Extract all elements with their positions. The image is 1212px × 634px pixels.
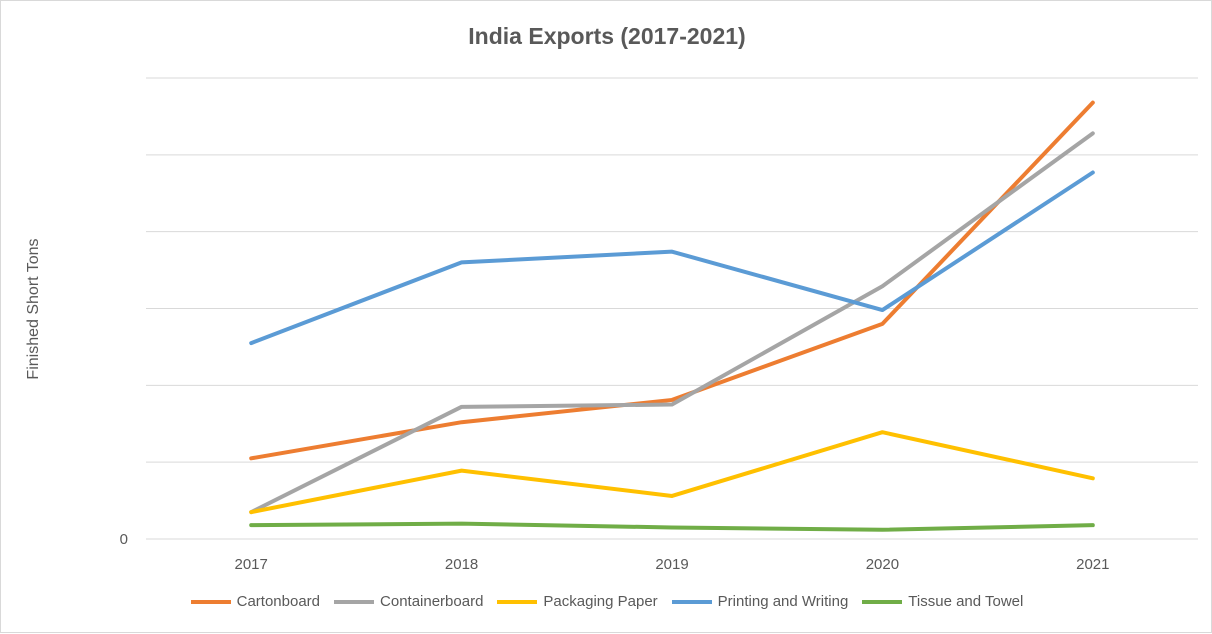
x-tick-label: 2020: [866, 556, 899, 573]
legend-swatch: [862, 599, 903, 604]
series-line-tissue-and-towel: [249, 521, 1095, 532]
legend: Cartonboard Containerboard Packaging Paper…: [1, 593, 1212, 610]
legend-swatch: [497, 599, 538, 604]
x-tick-label: 2018: [445, 556, 478, 573]
legend-swatch: [671, 599, 712, 604]
legend-item-containerboard: Containerboard: [334, 593, 483, 610]
legend-label: Cartonboard: [236, 593, 321, 610]
series-line-containerboard: [249, 131, 1095, 515]
legend-swatch: [190, 599, 231, 604]
x-tick-label: 2019: [655, 556, 688, 573]
series-line-cartonboard: [249, 100, 1095, 461]
legend-label: Packaging Paper: [543, 593, 658, 610]
legend-item-tissue-and-towel: Tissue and Towel: [862, 593, 1023, 610]
chart-title: India Exports (2017-2021): [468, 23, 746, 49]
legend-item-printing-and-writing: Printing and Writing: [671, 593, 849, 610]
x-tick-label: 2017: [235, 556, 268, 573]
series-line-printing-and-writing: [249, 170, 1095, 346]
legend-label: Containerboard: [380, 593, 484, 610]
legend-label: Tissue and Towel: [908, 593, 1024, 610]
series-line-packaging-paper: [249, 430, 1095, 515]
legend-item-packaging-paper: Packaging Paper: [497, 593, 658, 610]
x-tick-label: 2021: [1076, 556, 1109, 573]
legend-item-cartonboard: Cartonboard: [190, 593, 321, 610]
legend-label: Printing and Writing: [717, 593, 849, 610]
y-tick-label: 0: [120, 531, 128, 548]
legend-swatch: [334, 599, 375, 604]
